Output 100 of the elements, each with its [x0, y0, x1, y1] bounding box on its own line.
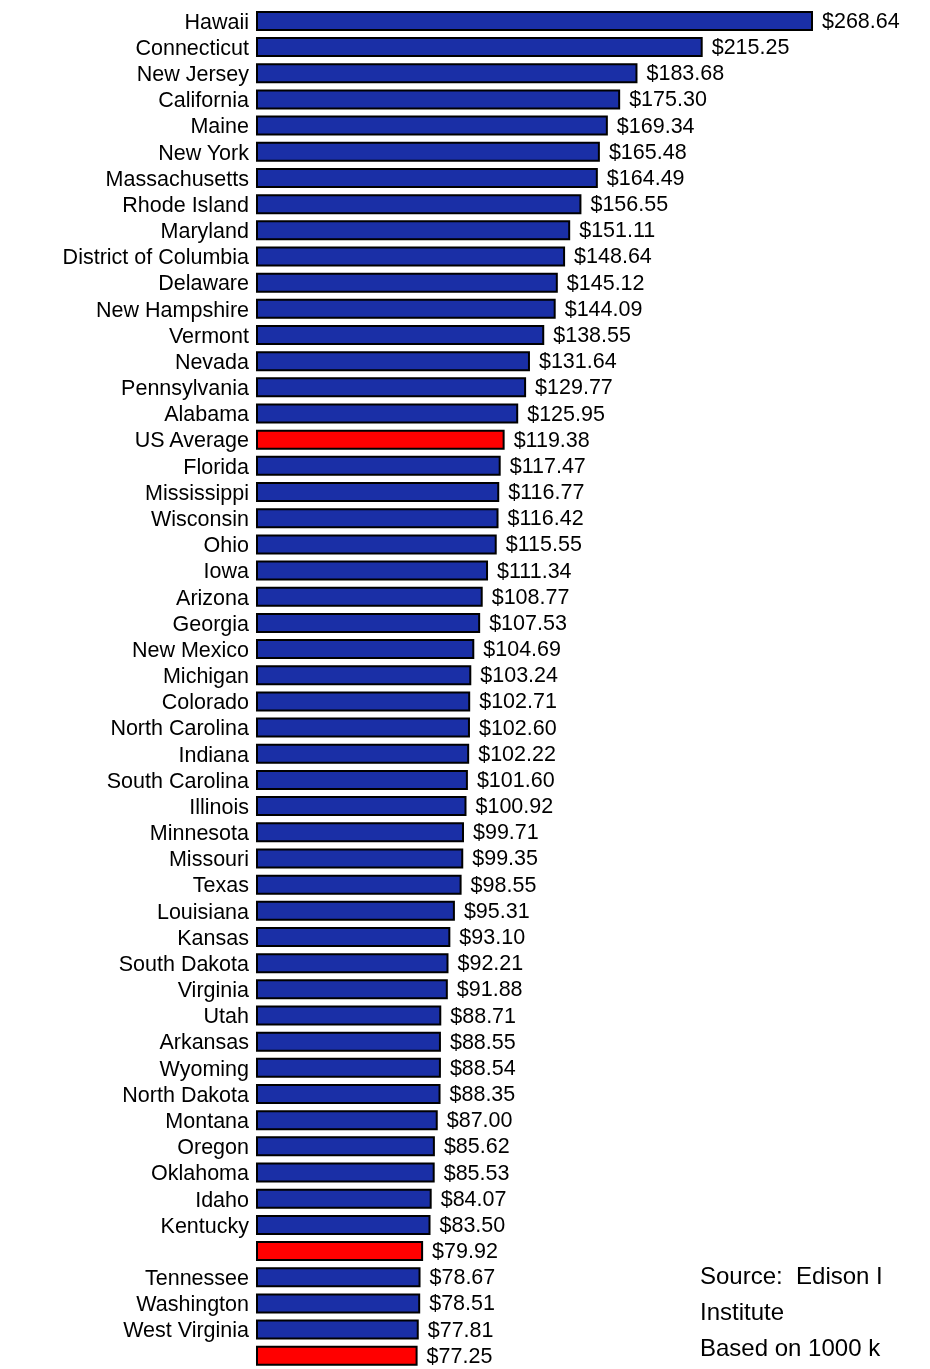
y-tick-label: Texas	[192, 873, 249, 898]
y-tick-label: Georgia	[172, 611, 250, 636]
y-tick-label: Idaho	[195, 1187, 250, 1212]
y-tick-label: Arizona	[176, 585, 250, 610]
data-label: $144.09	[564, 296, 643, 321]
y-tick-label: Delaware	[158, 271, 249, 296]
data-label: $99.35	[472, 846, 539, 871]
bar	[256, 272, 558, 293]
y-tick-label: Nevada	[174, 349, 250, 374]
bar	[256, 10, 813, 31]
y-tick-label: Missouri	[168, 847, 249, 872]
bar	[256, 1267, 421, 1288]
data-label: $84.07	[440, 1186, 507, 1211]
bar	[256, 926, 451, 947]
y-tick-label: Connecticut	[135, 35, 250, 60]
y-tick-label: US Average	[134, 428, 249, 453]
data-label: $102.22	[478, 741, 556, 766]
data-label: $88.35	[449, 1082, 516, 1107]
data-label: $145.12	[566, 270, 645, 295]
data-label: $115.55	[505, 532, 582, 557]
y-tick-label: District of Columbia	[62, 245, 250, 270]
data-label: $88.71	[450, 1003, 517, 1028]
bar	[256, 691, 471, 712]
bar	[256, 220, 571, 241]
bar	[256, 900, 455, 921]
data-label: $78.67	[429, 1265, 496, 1290]
data-label: $151.11	[579, 218, 656, 243]
bar	[256, 796, 467, 817]
bar	[256, 1319, 419, 1340]
y-tick-label: Oklahoma	[151, 1161, 250, 1186]
bar	[256, 246, 566, 267]
bar	[256, 1136, 435, 1157]
bar	[256, 769, 468, 790]
bar	[256, 953, 449, 974]
data-label: $175.30	[629, 87, 707, 112]
bar	[256, 1241, 424, 1262]
bar	[256, 141, 600, 162]
y-tick-label: North Carolina	[110, 716, 250, 741]
bar	[256, 1188, 432, 1209]
bar	[256, 1031, 441, 1052]
y-tick-label: Wisconsin	[151, 507, 249, 532]
y-tick-label: Minnesota	[149, 821, 250, 846]
data-label: $169.34	[616, 113, 695, 138]
y-tick-label: Indiana	[178, 742, 250, 767]
data-label: $108.77	[491, 584, 570, 609]
bar	[256, 612, 481, 633]
data-label: $125.95	[527, 401, 605, 426]
data-label: $148.64	[574, 244, 652, 269]
bar	[256, 586, 483, 607]
bar	[256, 822, 464, 843]
y-tick-label: Hawaii	[184, 9, 249, 34]
bar	[256, 325, 545, 345]
bar	[256, 115, 608, 136]
data-label: $119.38	[513, 427, 590, 452]
bar	[256, 455, 501, 476]
y-tick-label: Arkansas	[159, 1030, 249, 1055]
y-tick-label: California	[158, 88, 250, 113]
data-label: $99.71	[473, 820, 539, 845]
y-tick-label: Montana	[165, 1108, 250, 1133]
data-label: $91.88	[456, 977, 523, 1002]
data-label: $92.21	[457, 951, 524, 976]
data-label: $107.53	[489, 610, 567, 635]
y-tick-label: Tennessee	[145, 1266, 249, 1291]
y-tick-label: Michigan	[162, 664, 249, 689]
data-label: $138.55	[553, 323, 631, 347]
bar	[256, 639, 475, 660]
annotation: Institute	[700, 1297, 786, 1327]
bar	[256, 743, 470, 764]
bar	[256, 298, 556, 319]
data-label: $156.55	[590, 192, 669, 217]
data-label: $116.77	[508, 480, 585, 505]
bar	[256, 848, 464, 869]
y-tick-label: Maine	[190, 114, 249, 139]
data-label: $79.92	[432, 1239, 498, 1264]
y-tick-label: Illinois	[189, 794, 249, 819]
y-tick-label: Washington	[136, 1292, 249, 1317]
bar	[256, 1110, 438, 1131]
data-label: $111.34	[497, 558, 572, 583]
data-label: $101.60	[476, 767, 555, 792]
data-label: $129.77	[535, 375, 613, 400]
bar	[256, 351, 530, 372]
data-label: $131.64	[538, 349, 617, 374]
y-tick-label: Ohio	[203, 533, 250, 558]
data-label: $78.51	[429, 1291, 495, 1316]
data-label: $164.49	[606, 165, 685, 190]
y-tick-label: Florida	[183, 454, 250, 479]
y-tick-label: Colorado	[161, 690, 250, 715]
bar	[256, 403, 519, 424]
data-label: $116.42	[507, 506, 584, 531]
bar	[256, 717, 470, 738]
data-label: $87.00	[446, 1108, 513, 1133]
data-label: $83.50	[439, 1212, 506, 1237]
bar	[256, 194, 582, 215]
y-tick-label: Iowa	[203, 559, 250, 584]
annotation: Source: Edison I	[700, 1261, 883, 1291]
data-label: $85.62	[443, 1134, 510, 1159]
data-label: $95.31	[463, 898, 530, 923]
y-tick-label: Oregon	[177, 1135, 249, 1160]
data-label: $268.64	[822, 8, 900, 33]
data-label: $77.25	[426, 1343, 493, 1368]
